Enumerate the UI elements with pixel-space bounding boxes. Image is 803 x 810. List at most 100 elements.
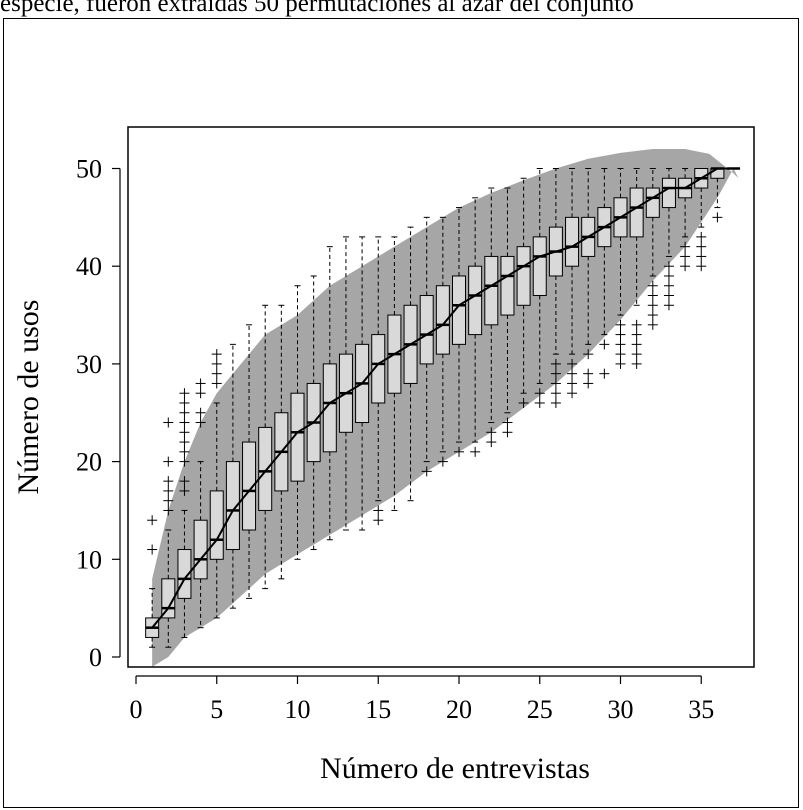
box <box>242 441 257 531</box>
outlier-point <box>179 417 190 428</box>
outlier-point <box>583 378 594 389</box>
outlier-point <box>179 485 190 496</box>
outlier-point <box>163 456 174 467</box>
outlier-point <box>647 280 658 291</box>
outlier-point <box>615 349 626 360</box>
outlier-point <box>615 319 626 330</box>
box <box>710 168 725 179</box>
y-tick-label: 40 <box>76 252 102 281</box>
outlier-point <box>615 339 626 350</box>
x-tick-label: 0 <box>130 695 143 724</box>
outlier-point <box>550 388 561 399</box>
x-tick-label: 20 <box>446 695 472 724</box>
outlier-point <box>195 378 206 389</box>
box <box>629 187 644 238</box>
x-tick-label: 30 <box>608 695 634 724</box>
outlier-point <box>647 300 658 311</box>
outlier-point <box>179 437 190 448</box>
outlier-point <box>696 231 707 242</box>
box <box>645 187 660 218</box>
outlier-point <box>195 417 206 428</box>
outlier-point <box>211 368 222 379</box>
outlier-point <box>211 378 222 389</box>
outlier-point <box>567 358 578 369</box>
whiskers <box>149 168 737 648</box>
outlier-point <box>631 329 642 340</box>
outlier-point <box>421 466 432 477</box>
outlier-point <box>680 251 691 262</box>
box <box>193 519 208 580</box>
box <box>225 461 240 551</box>
outlier-point <box>179 407 190 418</box>
box <box>468 265 483 336</box>
outlier-point <box>567 368 578 379</box>
outlier-point <box>179 456 190 467</box>
page-caption: especie, fueron extraídas 50 permutacion… <box>0 0 634 17</box>
outlier-point <box>502 417 513 428</box>
y-axis-title: Número de usos <box>12 300 45 495</box>
outlier-point <box>583 368 594 379</box>
outlier-point <box>663 300 674 311</box>
outlier-point <box>373 515 384 526</box>
outlier-point <box>615 329 626 340</box>
outlier-point <box>615 358 626 369</box>
outlier-point <box>599 368 610 379</box>
outlier-point <box>647 290 658 301</box>
box <box>565 216 580 267</box>
box <box>371 334 386 404</box>
outlier-point <box>550 358 561 369</box>
outlier-point <box>163 495 174 506</box>
outlier-point <box>163 417 174 428</box>
plot-area-border <box>127 126 755 668</box>
outlier-point <box>195 407 206 418</box>
y-axis: 0 10 20 30 40 50 <box>76 155 121 672</box>
outlier-point <box>373 505 384 516</box>
outlier-point <box>631 349 642 360</box>
box <box>290 392 305 482</box>
box <box>452 275 466 345</box>
box <box>484 255 499 326</box>
permutation-envelope-band <box>152 148 739 667</box>
outlier-point <box>195 388 206 399</box>
box <box>500 255 515 316</box>
box <box>516 246 531 306</box>
outlier-point <box>211 358 222 369</box>
outlier-point <box>680 241 691 252</box>
outlier-point <box>663 290 674 301</box>
outlier-point <box>179 397 190 408</box>
outlier-point <box>647 310 658 321</box>
outlier-point <box>454 446 464 457</box>
outlier-point <box>567 378 578 389</box>
outlier-point <box>486 437 497 448</box>
outlier-point <box>163 476 174 487</box>
outlier-point <box>631 358 642 369</box>
outlier-point <box>179 476 190 487</box>
outlier-point <box>680 261 691 272</box>
outlier-point <box>663 280 674 291</box>
box <box>661 177 676 209</box>
median-line <box>145 167 741 629</box>
box <box>532 236 547 297</box>
x-tick-label: 10 <box>285 695 311 724</box>
box <box>258 426 273 511</box>
outlier-point <box>712 212 723 223</box>
outlier-point <box>211 349 222 360</box>
outlier-point <box>437 456 448 467</box>
y-tick-label: 20 <box>76 448 102 477</box>
outlier-point <box>486 427 497 438</box>
outlier-point <box>663 270 674 281</box>
outlier-point <box>147 515 158 526</box>
outlier-point <box>163 505 174 516</box>
outlier-point <box>179 427 190 438</box>
median-trend-line <box>151 167 734 629</box>
box <box>419 295 434 365</box>
outlier-point <box>502 427 513 438</box>
outlier-point <box>663 261 674 272</box>
x-tick-label: 25 <box>527 695 553 724</box>
box <box>322 363 337 453</box>
outlier-point <box>470 446 481 457</box>
outlier-point <box>696 241 707 252</box>
outlier-point <box>147 544 158 555</box>
outlier-point <box>179 446 190 457</box>
x-tick-label: 15 <box>365 695 391 724</box>
